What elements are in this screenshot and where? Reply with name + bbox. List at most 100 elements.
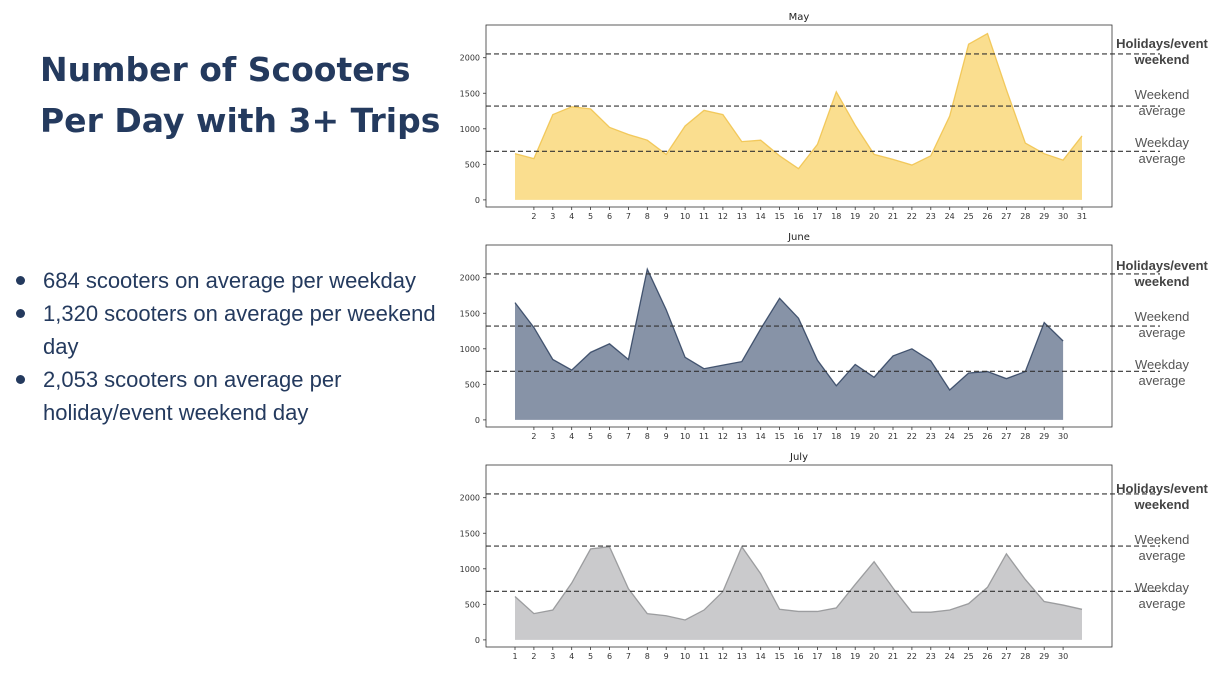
data-point [1043,321,1045,323]
data-point [873,153,875,155]
data-point [779,155,781,157]
data-point [646,139,648,141]
data-point [552,358,554,360]
reference-line-label: Weekday average [1102,135,1211,167]
y-tick-label: 1500 [460,89,480,98]
y-tick-label: 500 [465,160,480,169]
x-tick-label: 24 [945,432,955,441]
x-tick-label: 20 [869,212,879,221]
x-tick-label: 21 [888,652,898,661]
data-point [1062,604,1064,606]
data-point [665,615,667,617]
x-tick-label: 17 [812,212,822,221]
reference-label-line: Holidays/event [1116,36,1208,51]
x-tick-label: 7 [626,432,631,441]
data-point [514,302,516,304]
data-point [835,607,837,609]
x-tick-label: 27 [1001,652,1011,661]
x-tick-label: 6 [607,652,612,661]
area-fill [515,33,1082,200]
data-point [949,115,951,117]
x-tick-label: 9 [664,212,669,221]
y-tick-label: 0 [475,416,480,425]
reference-label-line: Weekend [1134,309,1190,324]
y-tick-label: 1500 [460,309,480,318]
data-point [1005,553,1007,555]
data-point [779,608,781,610]
bullet-holiday: 2,053 scooters on average per holiday/ev… [14,363,454,429]
chart-title: June [787,232,810,243]
data-point [854,124,856,126]
data-point [760,328,762,330]
data-point [930,155,932,157]
x-tick-label: 16 [793,432,803,441]
reference-line-label: Weekday average [1102,357,1211,389]
bullet-text: 684 scooters on average per weekday [43,268,417,293]
data-point [1005,378,1007,380]
series-line [514,32,1083,170]
x-tick-label: 30 [1058,652,1068,661]
x-tick-label: 3 [550,432,555,441]
x-tick-label: 9 [664,432,669,441]
x-tick-label: 22 [907,652,917,661]
data-point [798,610,800,612]
data-point [760,139,762,141]
data-point [816,143,818,145]
x-tick-label: 6 [607,212,612,221]
bullet-dot-icon [16,375,25,384]
area-fill [515,269,1064,420]
reference-label-line: average [1138,325,1186,340]
y-tick-label: 0 [475,196,480,205]
reference-label-line: Weekend [1134,532,1190,547]
bullet-dot-icon [16,276,25,285]
x-tick-label: 17 [812,432,822,441]
x-tick-label: 22 [907,432,917,441]
x-tick-label: 1 [512,652,517,661]
x-tick-label: 26 [982,212,992,221]
x-tick-label: 25 [964,432,974,441]
x-tick-label: 28 [1020,652,1030,661]
data-point [779,297,781,299]
x-tick-label: 15 [775,212,785,221]
y-tick-label: 2000 [460,494,480,503]
x-tick-label: 11 [699,432,709,441]
data-point [703,368,705,370]
x-tick-label: 8 [645,432,650,441]
x-tick-label: 29 [1039,212,1049,221]
data-point [911,164,913,166]
x-tick-label: 3 [550,212,555,221]
x-tick-label: 13 [737,652,747,661]
data-point [552,114,554,116]
x-tick-label: 19 [850,652,860,661]
page-title: Number of Scooters Per Day with 3+ Trips [40,44,440,146]
data-point [1062,159,1064,161]
plot-frame [485,244,1113,428]
x-tick-label: 22 [907,212,917,221]
bullet-text: 2,053 scooters on average per holiday/ev… [43,367,342,425]
data-point [533,613,535,615]
data-point [684,619,686,621]
data-point [968,603,970,605]
x-tick-label: 12 [718,212,728,221]
y-tick-label: 2000 [460,54,480,63]
data-point [590,548,592,550]
data-point [760,573,762,575]
data-point [741,361,743,363]
x-tick-label: 12 [718,652,728,661]
data-point [571,582,573,584]
x-tick-label: 23 [926,212,936,221]
x-tick-label: 26 [982,432,992,441]
x-tick-label: 11 [699,212,709,221]
reference-label-line: weekend [1134,52,1190,67]
data-point [609,126,611,128]
x-tick-label: 5 [588,652,593,661]
x-tick-label: 7 [626,212,631,221]
y-tick-label: 2000 [460,274,480,283]
data-point [1043,601,1045,603]
reference-line-label: Holidays/event weekend [1102,481,1211,513]
data-point [892,158,894,160]
series-line [514,267,1064,392]
x-tick-label: 5 [588,432,593,441]
data-point [892,587,894,589]
